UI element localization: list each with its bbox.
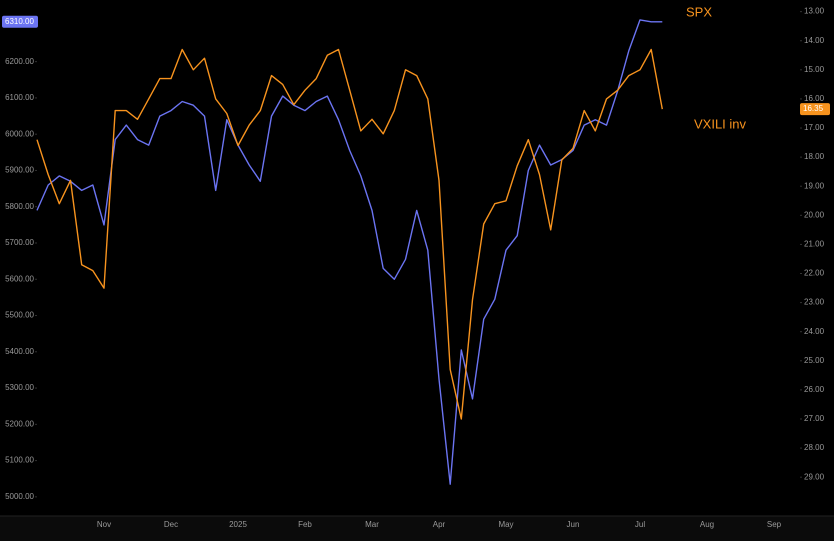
y2-tick-label: 18.00 [804, 152, 825, 161]
y-tick-label: 5700.00 [5, 238, 34, 247]
legend-entry: SPX [686, 4, 712, 19]
last-value-badge [800, 103, 830, 116]
y2-tick-label: 21.00 [804, 240, 825, 249]
x-tick-label: Jul [635, 520, 645, 529]
y-tick-label: 5900.00 [5, 166, 34, 175]
y2-tick-label: 24.00 [804, 327, 825, 336]
y-tick-label: 5000.00 [5, 492, 34, 501]
y-tick-label: 5100.00 [5, 456, 34, 465]
series-line [36, 48, 663, 420]
x-tick-label: 2025 [229, 520, 247, 529]
series-line [36, 19, 663, 485]
legend-entry: VXILI inv [694, 116, 747, 131]
x-tick-label: Feb [298, 520, 312, 529]
y-tick-label: 5600.00 [5, 274, 34, 283]
x-tick-label: Mar [365, 520, 379, 529]
x-axis-strip [0, 516, 834, 541]
y2-tick-label: 29.00 [804, 472, 825, 481]
y2-tick-label: 13.00 [804, 7, 825, 16]
y-tick-label: 6100.00 [5, 93, 34, 102]
y2-tick-label: 22.00 [804, 269, 825, 278]
y2-tick-label: 16.00 [804, 94, 825, 103]
y2-tick-label: 25.00 [804, 356, 825, 365]
y2-tick-label: 17.00 [804, 123, 825, 132]
y-tick-label: 5800.00 [5, 202, 34, 211]
x-tick-label: May [498, 520, 513, 529]
y2-tick-label: 23.00 [804, 298, 825, 307]
y2-tick-label: 14.00 [804, 36, 825, 45]
y-tick-label: 5500.00 [5, 311, 34, 320]
y2-tick-label: 15.00 [804, 65, 825, 74]
y-tick-label: 6200.00 [5, 57, 34, 66]
y-tick-label: 5400.00 [5, 347, 34, 356]
x-tick-label: Nov [97, 520, 111, 529]
x-tick-label: Jun [567, 520, 580, 529]
y2-tick-label: 20.00 [804, 210, 825, 219]
y-tick-label: 5300.00 [5, 383, 34, 392]
y2-tick-label: 26.00 [804, 385, 825, 394]
y2-tick-label: 27.00 [804, 414, 825, 423]
last-value-label: 6310.00 [5, 17, 34, 26]
last-value-label: 16.35 [803, 104, 824, 113]
y2-tick-label: 19.00 [804, 181, 825, 190]
y-tick-label: 6000.00 [5, 129, 34, 138]
y2-tick-label: 28.00 [804, 443, 825, 452]
x-tick-label: Apr [433, 520, 446, 529]
x-tick-label: Dec [164, 520, 178, 529]
last-value-badge [2, 15, 38, 28]
x-tick-label: Aug [700, 520, 714, 529]
y-tick-label: 5200.00 [5, 419, 34, 428]
x-tick-label: Sep [767, 520, 782, 529]
